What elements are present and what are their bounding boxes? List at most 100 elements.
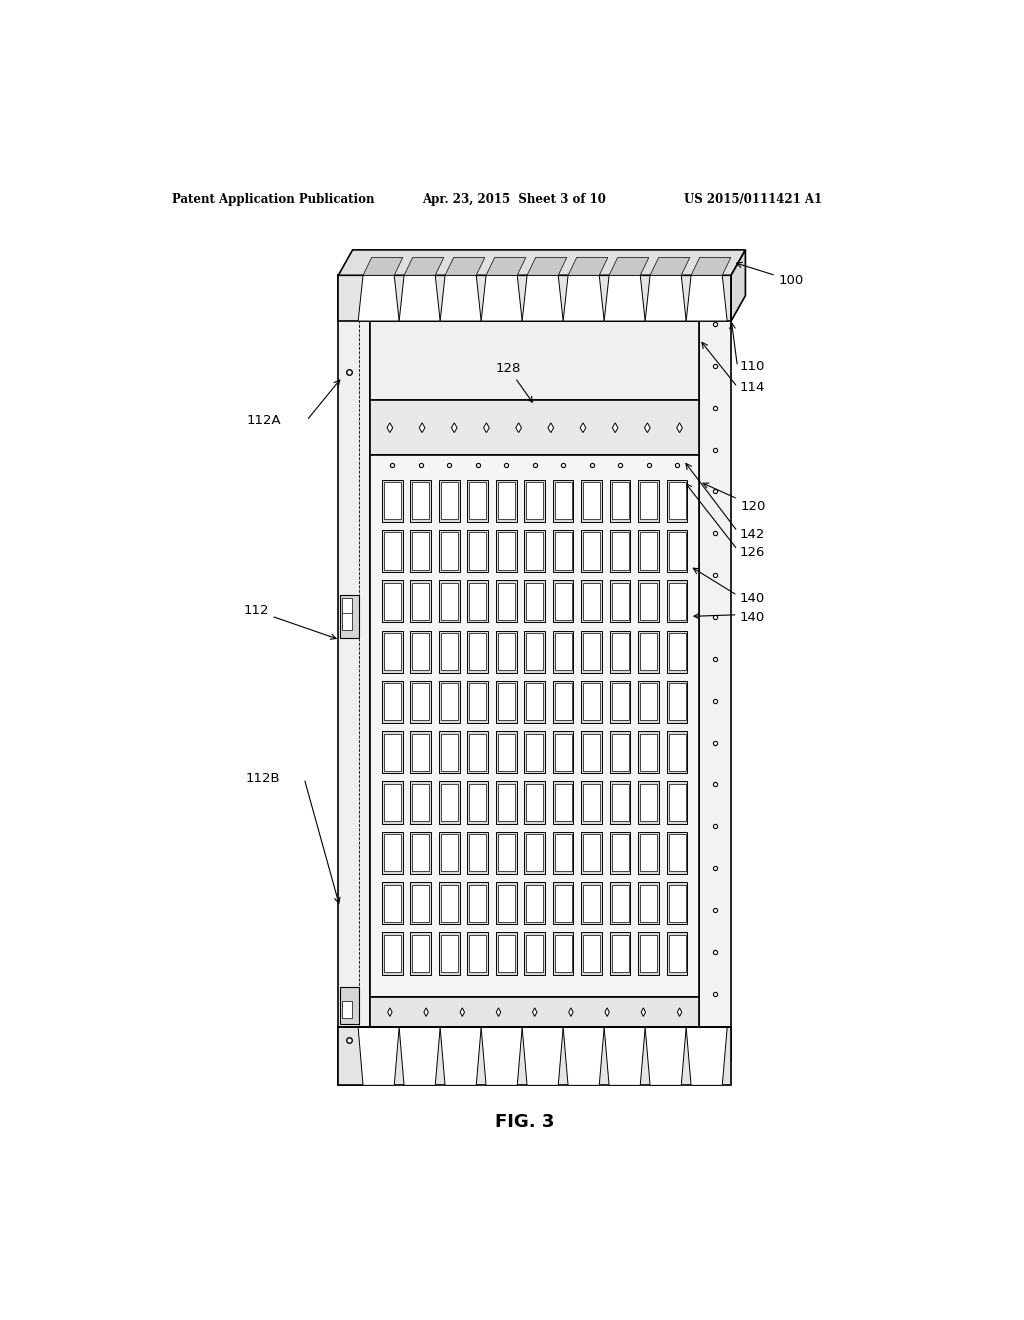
Bar xyxy=(439,731,460,774)
Bar xyxy=(411,681,431,723)
Bar xyxy=(584,734,600,771)
Bar xyxy=(640,884,657,921)
Bar xyxy=(411,932,431,974)
Bar xyxy=(382,882,402,924)
Bar xyxy=(524,882,545,924)
Bar xyxy=(439,631,460,673)
Bar xyxy=(610,781,631,824)
Polygon shape xyxy=(650,257,690,276)
Bar xyxy=(555,482,571,519)
Bar xyxy=(469,582,486,620)
Bar xyxy=(469,482,486,519)
Bar xyxy=(439,832,460,874)
Polygon shape xyxy=(645,276,686,321)
Bar xyxy=(439,681,460,723)
Bar xyxy=(384,935,400,972)
Bar xyxy=(526,582,543,620)
Polygon shape xyxy=(522,276,563,321)
Bar xyxy=(640,582,657,620)
Polygon shape xyxy=(686,1027,727,1085)
Bar xyxy=(612,884,629,921)
Text: 128: 128 xyxy=(496,362,532,403)
Bar xyxy=(582,731,602,774)
Text: 112B: 112B xyxy=(246,772,281,785)
Bar xyxy=(469,734,486,771)
Bar xyxy=(411,731,431,774)
Bar xyxy=(413,634,429,671)
Bar xyxy=(582,832,602,874)
Bar xyxy=(669,582,685,620)
Bar xyxy=(384,634,400,671)
Polygon shape xyxy=(481,1027,522,1085)
Bar xyxy=(555,834,571,871)
Bar xyxy=(498,684,514,721)
Bar xyxy=(370,400,699,455)
Bar xyxy=(555,634,571,671)
Bar xyxy=(524,479,545,521)
Bar xyxy=(582,529,602,572)
Bar xyxy=(384,834,400,871)
Bar xyxy=(498,582,514,620)
Bar xyxy=(467,631,488,673)
Bar xyxy=(439,882,460,924)
Bar xyxy=(669,684,685,721)
Bar xyxy=(524,932,545,974)
Bar xyxy=(496,529,516,572)
Polygon shape xyxy=(497,1008,501,1016)
Bar xyxy=(524,832,545,874)
Bar xyxy=(640,532,657,569)
Text: 140: 140 xyxy=(739,591,764,605)
Bar xyxy=(384,482,400,519)
Polygon shape xyxy=(445,257,484,276)
Bar xyxy=(638,581,659,623)
Bar xyxy=(526,935,543,972)
Bar xyxy=(610,832,631,874)
Bar xyxy=(555,884,571,921)
Bar xyxy=(338,1027,731,1085)
Bar xyxy=(498,935,514,972)
Polygon shape xyxy=(612,422,618,433)
Bar xyxy=(439,932,460,974)
Bar xyxy=(382,631,402,673)
Bar xyxy=(411,781,431,824)
Bar xyxy=(384,734,400,771)
Bar xyxy=(496,882,516,924)
Bar xyxy=(441,935,458,972)
Bar xyxy=(496,932,516,974)
Bar xyxy=(524,731,545,774)
Bar xyxy=(370,321,699,1061)
Polygon shape xyxy=(605,1008,609,1016)
Bar xyxy=(638,882,659,924)
Bar xyxy=(413,532,429,569)
Bar xyxy=(555,532,571,569)
Bar xyxy=(338,276,731,321)
Bar xyxy=(612,582,629,620)
Bar xyxy=(413,482,429,519)
Polygon shape xyxy=(399,1027,440,1085)
Bar xyxy=(667,479,687,521)
Polygon shape xyxy=(387,422,393,433)
Bar xyxy=(439,781,460,824)
Bar xyxy=(667,781,687,824)
Bar xyxy=(582,631,602,673)
Polygon shape xyxy=(563,1027,604,1085)
Bar xyxy=(638,781,659,824)
Bar xyxy=(582,581,602,623)
Polygon shape xyxy=(581,422,586,433)
Bar xyxy=(584,834,600,871)
Bar xyxy=(584,582,600,620)
Bar xyxy=(441,532,458,569)
Bar xyxy=(610,882,631,924)
Text: 120: 120 xyxy=(703,483,766,512)
Bar xyxy=(526,784,543,821)
Bar xyxy=(669,634,685,671)
Bar xyxy=(411,529,431,572)
Bar xyxy=(467,781,488,824)
Polygon shape xyxy=(460,1008,465,1016)
Bar xyxy=(553,631,573,673)
Bar xyxy=(584,532,600,569)
Bar xyxy=(584,884,600,921)
Polygon shape xyxy=(516,422,521,433)
Polygon shape xyxy=(481,276,522,321)
Bar xyxy=(524,681,545,723)
